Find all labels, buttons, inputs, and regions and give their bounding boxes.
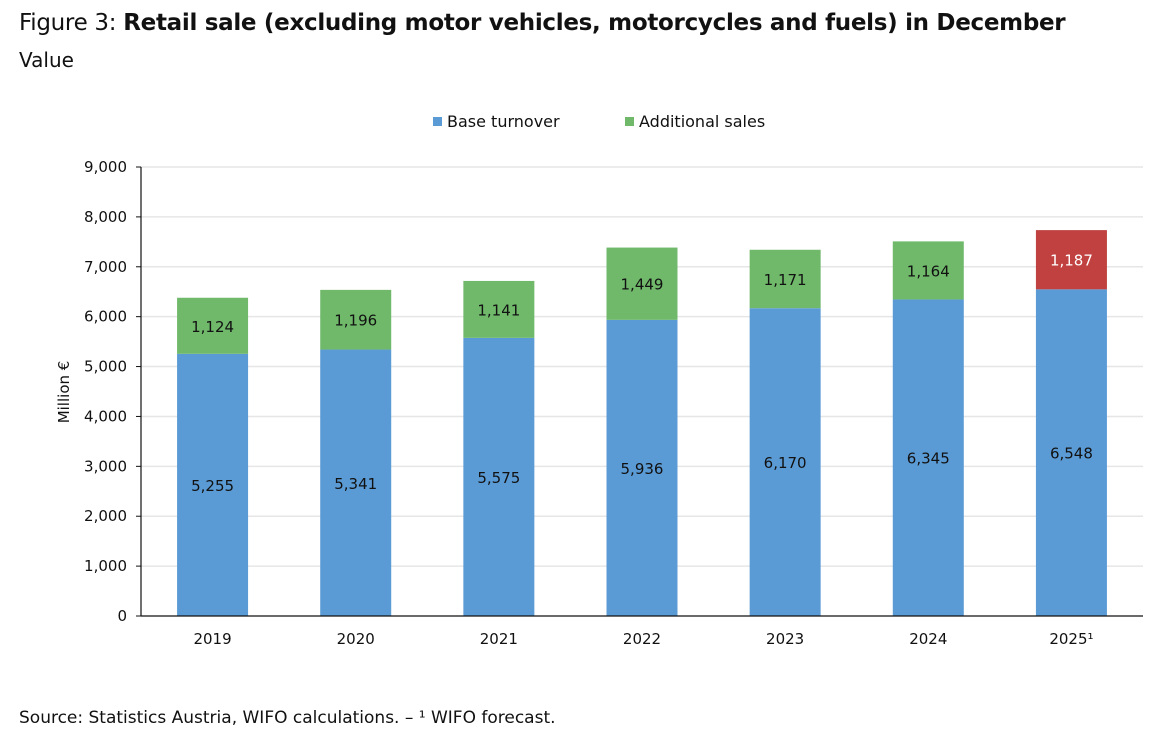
legend-item-base-turnover: Base turnover	[433, 112, 560, 131]
bar-base-turnover-2021	[463, 337, 535, 616]
data-label: 1,124	[191, 318, 234, 336]
bar-additional-sales-2021	[463, 280, 535, 338]
data-label: 6,170	[764, 454, 807, 472]
data-labels: 5,255 1,124 5,341 1,196 5,575 1,141 5,936 1,449…	[191, 252, 1093, 495]
y-axis-label: Million €	[55, 361, 73, 424]
x-tick-label: 2021	[480, 630, 518, 648]
bar-additional-sales-2023	[749, 249, 821, 309]
legend-label: Base turnover	[447, 112, 560, 131]
source-note: Source: Statistics Austria, WIFO calcula…	[19, 708, 556, 728]
legend-item-additional-sales: Additional sales	[625, 112, 765, 131]
y-tick-label: 0	[117, 607, 127, 625]
data-label: 5,936	[621, 460, 664, 478]
chart-title: Figure 3: Retail sale (excluding motor v…	[19, 10, 1066, 36]
bar-additional-sales-2025	[1035, 230, 1107, 290]
y-tick-label: 3,000	[84, 457, 127, 475]
figure-prefix: Figure 3:	[19, 10, 124, 36]
data-label: 5,341	[334, 475, 377, 493]
y-tick-label: 4,000	[84, 407, 127, 425]
bars	[177, 230, 1107, 616]
x-tick-label: 2024	[909, 630, 947, 648]
y-tick-label: 8,000	[84, 208, 127, 226]
data-label: 1,187	[1050, 252, 1093, 270]
bar-base-turnover-2020	[320, 349, 392, 616]
data-label: 1,164	[907, 262, 950, 280]
y-tick-label: 6,000	[84, 308, 127, 326]
x-tick-label: 2020	[337, 630, 375, 648]
y-tick-label: 5,000	[84, 358, 127, 376]
legend-label: Additional sales	[639, 112, 766, 131]
legend-swatch-additional-sales	[625, 117, 634, 126]
y-tick-label: 1,000	[84, 557, 127, 575]
axes: 0 1,000 2,000 3,000 4,000 5,000 6,000 7,000 8,00…	[84, 158, 1143, 648]
y-tick-label: 2,000	[84, 507, 127, 525]
y-tick-label: 9,000	[84, 158, 127, 176]
x-tick-label: 2019	[193, 630, 231, 648]
bar-additional-sales-2019	[177, 297, 249, 354]
x-tick-label: 2022	[623, 630, 661, 648]
x-tick-label: 2025¹	[1049, 630, 1093, 648]
y-tick-label: 7,000	[84, 258, 127, 276]
data-label: 5,255	[191, 477, 234, 495]
data-label: 1,196	[334, 312, 377, 330]
title-text: Retail sale (excluding motor vehicles, m…	[123, 10, 1066, 36]
data-label: 6,548	[1050, 445, 1093, 463]
bar-base-turnover-2023	[749, 308, 821, 616]
bar-additional-sales-2022	[606, 247, 678, 320]
data-label: 5,575	[477, 469, 520, 487]
chart-subtitle: Value	[19, 48, 74, 72]
bar-additional-sales-2024	[892, 241, 964, 300]
data-label: 6,345	[907, 450, 950, 468]
data-label: 1,171	[764, 271, 807, 289]
bar-base-turnover-2019	[177, 353, 249, 616]
data-label: 1,141	[477, 301, 520, 319]
bar-base-turnover-2022	[606, 319, 678, 616]
data-label: 1,449	[621, 276, 664, 294]
bar-additional-sales-2020	[320, 289, 392, 350]
legend-swatch-base-turnover	[433, 117, 442, 126]
bar-base-turnover-2024	[892, 299, 964, 616]
bar-base-turnover-2025	[1035, 289, 1107, 616]
x-tick-label: 2023	[766, 630, 804, 648]
